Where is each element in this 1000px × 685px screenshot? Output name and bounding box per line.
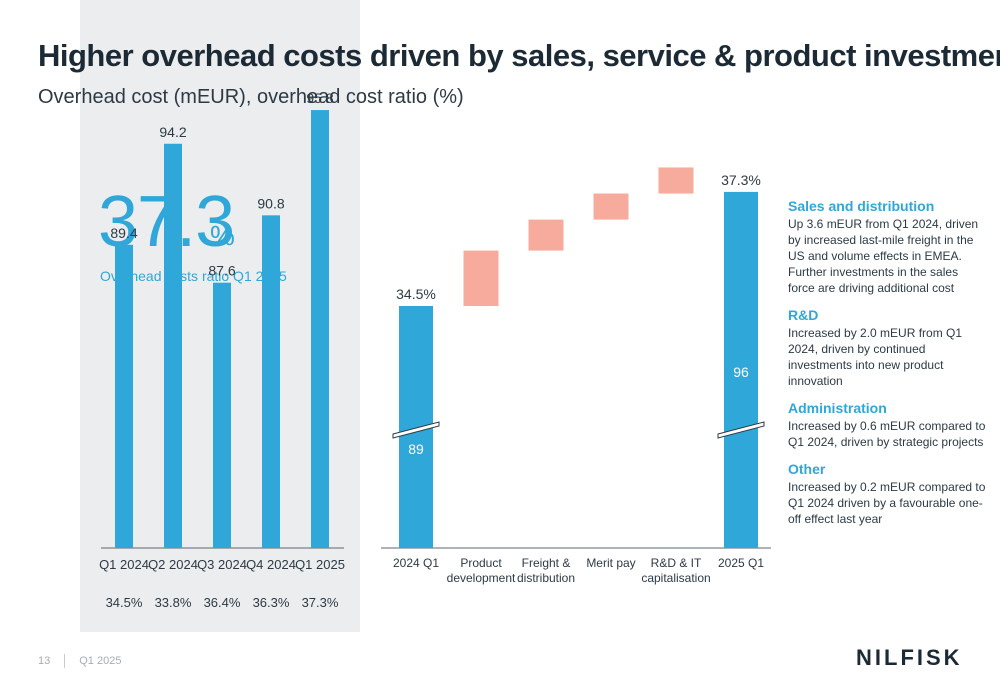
axis-break-mark	[392, 421, 440, 439]
note-item: Other Increased by 0.2 mEUR compared to Q…	[788, 461, 988, 527]
quarter-category-label: Q3 2024	[197, 557, 247, 572]
waterfall-delta-bar	[593, 193, 629, 220]
waterfall-category-label: 2024 Q1	[393, 556, 439, 570]
quarter-category-label: Q1 2024	[99, 557, 149, 572]
page-subtitle: Overhead cost (mEUR), overhead cost rati…	[38, 86, 464, 108]
note-title: Administration	[788, 400, 887, 416]
quarter-ratio-label: 36.3%	[253, 595, 290, 610]
note-body: Up 3.6 mEUR from Q1 2024, driven by incr…	[788, 217, 979, 295]
quarter-category-label: Q1 2025	[295, 557, 345, 572]
kpi-unit: %	[210, 220, 235, 251]
quarter-bar	[311, 110, 329, 548]
quarter-ratio-label: 33.8%	[155, 595, 192, 610]
kpi-label: Overhead costs ratio Q1 2025	[100, 268, 287, 284]
notes-panel: Sales and distribution Up 3.6 mEUR from Q…	[788, 198, 988, 538]
note-body: Increased by 2.0 mEUR from Q1 2024, driv…	[788, 326, 963, 388]
quarter-ratio-label: 36.4%	[204, 595, 241, 610]
waterfall-category-label: R&D & IT	[651, 556, 702, 570]
waterfall-category-label: Freight &	[522, 556, 571, 570]
quarter-category-label: Q2 2024	[148, 557, 198, 572]
note-body: Increased by 0.2 mEUR compared to Q1 202…	[788, 480, 986, 526]
quarter-bar-value: 89.4	[110, 225, 137, 241]
waterfall-category-label: capitalisation	[641, 571, 710, 585]
waterfall-delta-bar	[528, 219, 564, 251]
note-title: Other	[788, 461, 826, 477]
footer: 13 Q1 2025	[38, 654, 121, 668]
quarter-bar-value: 95.8	[306, 90, 333, 106]
waterfall-total-value: 89	[408, 441, 424, 457]
waterfall-delta-bar	[658, 167, 694, 194]
quarter-bar	[213, 282, 231, 548]
quarter-ratio-label: 34.5%	[106, 595, 143, 610]
axis-break-mark	[717, 421, 765, 439]
waterfall-ratio-label: 34.5%	[396, 286, 436, 302]
brand-logo: NILFISK	[856, 645, 963, 670]
waterfall-category-label: development	[447, 571, 516, 585]
quarter-category-label: Q4 2024	[246, 557, 296, 572]
waterfall-category-label: Merit pay	[586, 556, 635, 570]
waterfall-total-value: 96	[733, 364, 749, 380]
page-title: Higher overhead costs driven by sales, s…	[38, 38, 1000, 73]
note-title: R&D	[788, 307, 819, 323]
waterfall-delta-bar	[463, 250, 499, 306]
quarter-bar	[115, 244, 133, 548]
quarter-bar	[262, 215, 280, 548]
waterfall-category-label: distribution	[517, 571, 575, 585]
quarter-ratio-label: 37.3%	[302, 595, 339, 610]
note-item: Administration Increased by 0.6 mEUR comp…	[788, 400, 988, 450]
waterfall-total-bar	[724, 191, 758, 548]
quarter-bar-value: 87.6	[208, 263, 235, 279]
footer-period: Q1 2025	[79, 655, 122, 667]
waterfall-category-label: Product	[460, 556, 502, 570]
quarter-bar	[164, 143, 182, 548]
page-number: 13	[38, 655, 51, 667]
footer-divider	[64, 654, 66, 668]
note-title: Sales and distribution	[788, 198, 935, 214]
waterfall-ratio-label: 37.3%	[721, 172, 761, 188]
waterfall-category-label: 2025 Q1	[718, 556, 764, 570]
note-item: Sales and distribution Up 3.6 mEUR from Q…	[788, 198, 988, 296]
note-item: R&D Increased by 2.0 mEUR from Q1 2024, d…	[788, 307, 988, 389]
note-body: Increased by 0.6 mEUR compared to Q1 202…	[788, 419, 986, 449]
quarter-bar-value: 90.8	[257, 195, 284, 211]
quarter-bar-value: 94.2	[159, 124, 186, 140]
